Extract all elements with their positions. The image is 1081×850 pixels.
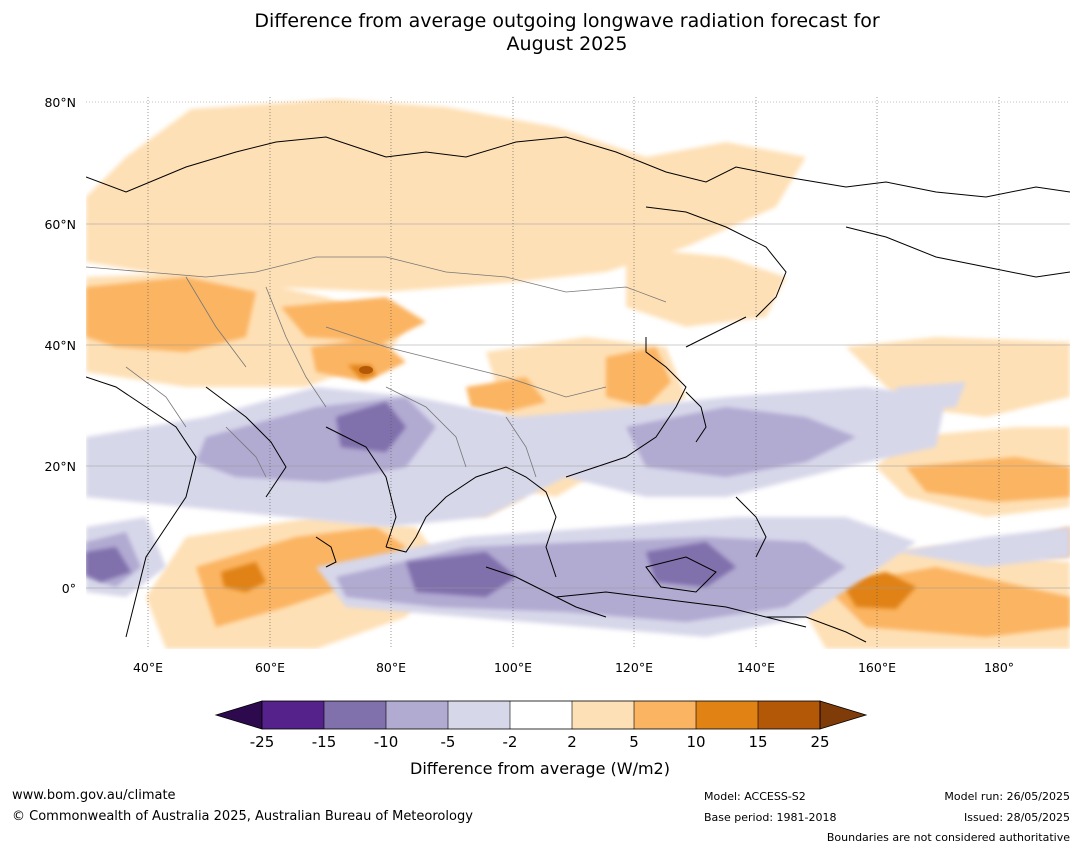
model-text: Model: ACCESS-S2	[704, 790, 806, 803]
graticule-lon-lines	[147, 97, 1000, 649]
website-link[interactable]: www.bom.gov.au/climate	[12, 788, 176, 803]
coastlines	[86, 136, 1070, 643]
colorbar-tick: -2	[502, 733, 518, 751]
colorbar-swatch-9	[758, 701, 820, 729]
colorbar-tick: 15	[748, 733, 768, 751]
colorbar-swatch-3	[386, 701, 448, 729]
lat-label-0: 0°	[61, 581, 76, 596]
graticule-lat-lines	[86, 101, 1070, 589]
lon-label-40e: 40°E	[132, 660, 164, 675]
lat-label-60n: 60°N	[44, 217, 76, 232]
copyright-text: © Commonwealth of Australia 2025, Austra…	[12, 809, 473, 824]
lon-label-180: 180°	[983, 660, 1015, 675]
colorbar-tick: -10	[373, 733, 399, 751]
anomaly-minus10-to-minus15-regions	[86, 402, 736, 597]
colorbar-swatch-7	[634, 701, 696, 729]
colorbar-tick: 10	[686, 733, 706, 751]
title-line-2: August 2025	[506, 33, 628, 55]
lon-label-160e: 160°E	[857, 660, 896, 675]
country-boundaries	[86, 256, 667, 478]
lat-label-20n: 20°N	[44, 459, 76, 474]
model-run-text: Model run: 26/05/2025	[944, 790, 1070, 803]
lon-label-60e: 60°E	[254, 660, 286, 675]
colorbar-min-arrow	[214, 700, 263, 730]
colorbar-tick: -5	[440, 733, 456, 751]
colorbar-label: Difference from average (W/m2)	[410, 759, 670, 778]
map-canvas	[86, 97, 1070, 649]
olr-anomaly-map	[86, 97, 1070, 649]
colorbar-tick: 5	[629, 733, 639, 751]
lon-label-140e: 140°E	[736, 660, 775, 675]
colorbar-tick: -25	[249, 733, 275, 751]
lon-label-120e: 120°E	[614, 660, 653, 675]
anomaly-5-to-10-regions	[86, 277, 1070, 637]
colorbar-tick: 2	[567, 733, 577, 751]
colorbar-tick: -15	[311, 733, 337, 751]
lon-label-100e: 100°E	[493, 660, 532, 675]
map-title: Difference from average outgoing longwav…	[0, 10, 1081, 56]
colorbar-swatch-6	[572, 701, 634, 729]
colorbar-tick: 25	[810, 733, 830, 751]
anomaly-10-to-15-regions	[221, 365, 916, 609]
colorbar-swatch-1	[262, 701, 324, 729]
colorbar-outline	[261, 700, 821, 730]
issued-text: Issued: 28/05/2025	[963, 811, 1070, 824]
colorbar-swatch-4	[448, 701, 510, 729]
colorbar-dividers	[323, 701, 759, 729]
colorbar	[214, 700, 868, 730]
lat-label-40n: 40°N	[44, 338, 76, 353]
anomaly-over-15-spot	[359, 366, 373, 374]
colorbar-swatch-8	[696, 701, 758, 729]
lat-label-80n: 80°N	[44, 95, 76, 110]
base-period-text: Base period: 1981-2018	[704, 811, 837, 824]
colorbar-swatch-2	[324, 701, 386, 729]
disclaimer-text: Boundaries are not considered authoritat…	[826, 831, 1070, 844]
colorbar-swatch-5	[510, 701, 572, 729]
lon-label-80e: 80°E	[375, 660, 407, 675]
title-line-1: Difference from average outgoing longwav…	[254, 10, 880, 32]
colorbar-max-arrow	[819, 700, 868, 730]
